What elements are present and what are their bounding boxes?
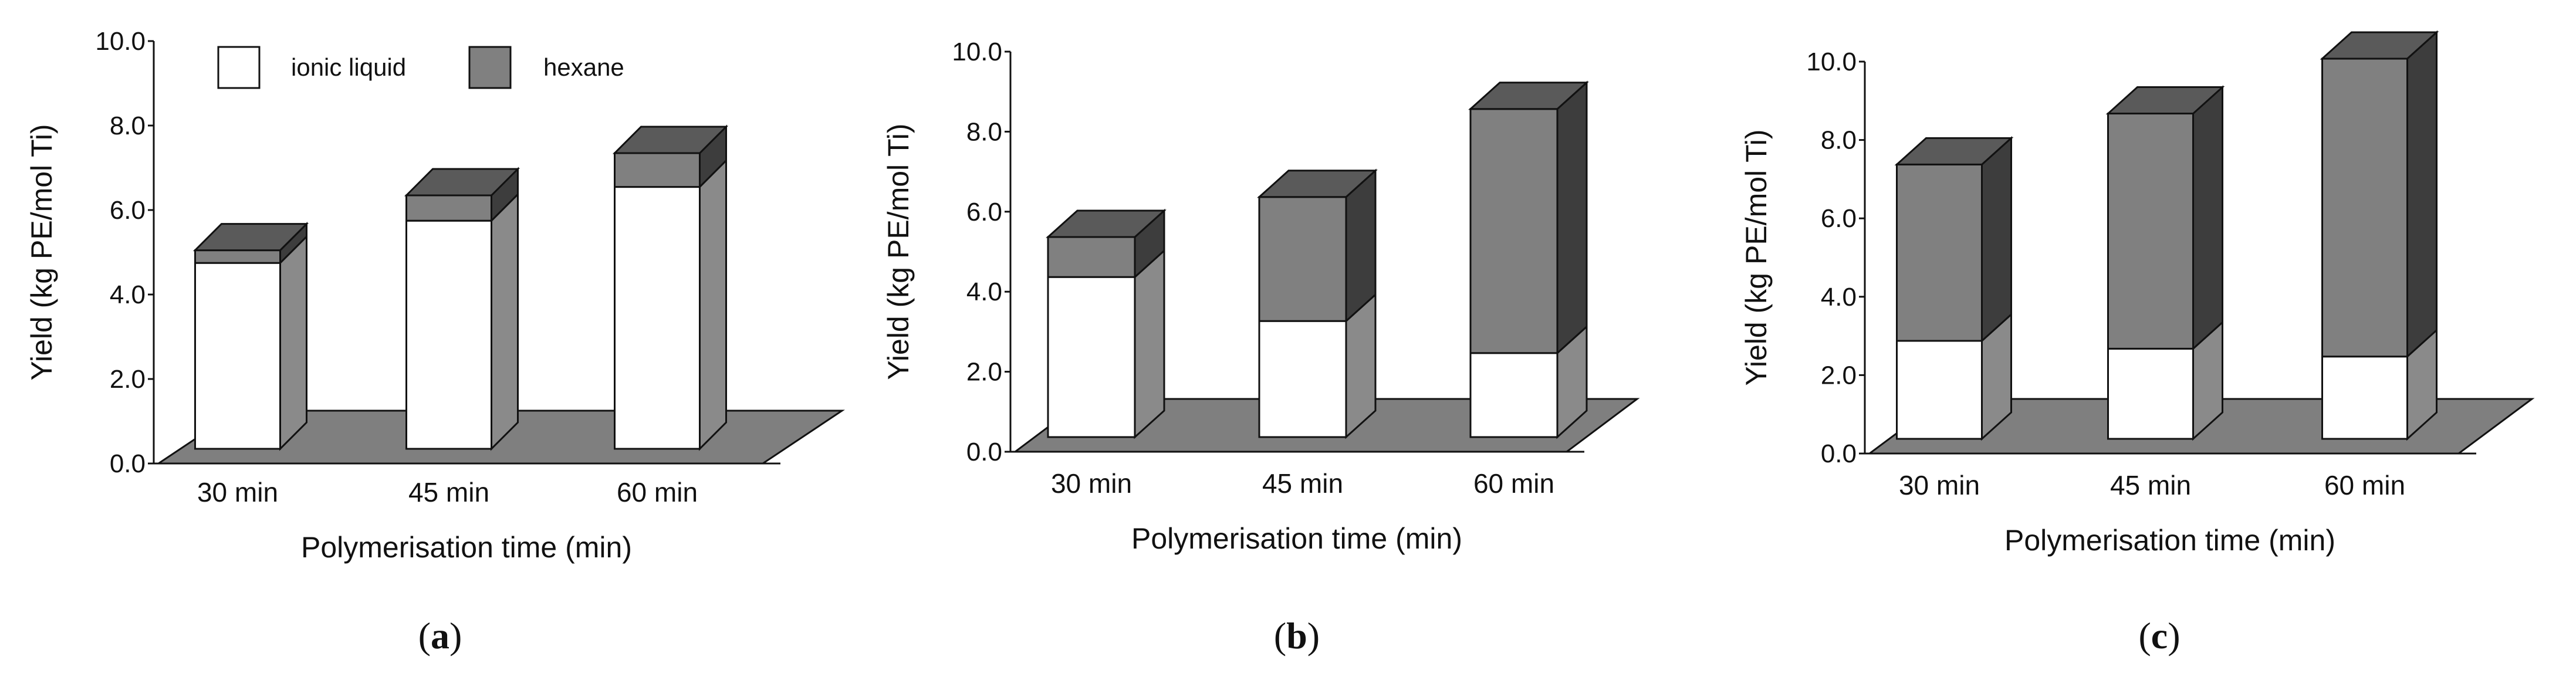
panel-a-bar-ionic-liquid-side <box>491 192 519 451</box>
panel-c-y-ticks: 0.0 2.0 4.0 6.0 8.0 10.0 <box>1806 48 1865 468</box>
panel-a-bar-ionic-liquid <box>405 219 492 450</box>
panel-a-ytick: 10.0 <box>95 27 146 56</box>
panel-c-bar-hexane <box>2321 57 2408 358</box>
panel-b-bar-ionic-liquid <box>1258 320 1347 438</box>
panel-b-bar-hexane <box>1047 236 1136 278</box>
panel-a-label: (a) <box>418 615 462 656</box>
legend-label-ionic-liquid: ionic liquid <box>291 53 406 81</box>
panel-a-y-ticks: 0.0 2.0 4.0 6.0 8.0 10.0 <box>95 27 154 478</box>
panel-b-bars <box>1046 80 1589 439</box>
panel-c-label: (c) <box>2138 615 2180 656</box>
panel-c-bar-top <box>2105 86 2225 115</box>
panel-a-bar-top <box>612 126 729 154</box>
panel-c-x-axis-label: Polymerisation time (min) <box>2004 524 2335 557</box>
panel-c-bar-hexane-side <box>1981 136 2012 343</box>
panel-a-bar-hexane <box>614 152 701 188</box>
panel-a-ytick: 6.0 <box>110 196 146 225</box>
panel-c-ytick: 10.0 <box>1806 48 1857 76</box>
panel-c-ytick: 6.0 <box>1821 204 1857 233</box>
panel-a-bar-top <box>404 168 520 197</box>
panel-a-ytick: 8.0 <box>110 111 146 140</box>
panel-b-label: (b) <box>1274 615 1320 656</box>
panel-c-xtick: 60 min <box>2324 470 2405 500</box>
panel-c-xtick: 30 min <box>1899 470 1980 500</box>
panel-b: 0.0 2.0 4.0 6.0 8.0 10.0 30 min 45 min 6… <box>882 38 1640 656</box>
panel-a-ytick: 0.0 <box>110 449 146 478</box>
panel-b-bar-hexane <box>1258 196 1347 322</box>
panel-b-bar-top <box>1046 209 1167 238</box>
panel-c-bar-hexane-side <box>2192 85 2223 351</box>
panel-c-bar-hexane <box>2107 113 2194 350</box>
panel-b-bar-ionic-liquid <box>1469 352 1559 438</box>
panel-a-bar-hexane <box>405 194 492 222</box>
panel-c-y-axis-label: Yield (kg PE/mol Ti) <box>1740 129 1773 385</box>
panel-a-ytick: 2.0 <box>110 365 146 394</box>
panel-c-bar-ionic-liquid <box>2321 356 2408 440</box>
panel-c-bar-top <box>1894 137 2014 165</box>
panel-b-xtick: 60 min <box>1473 468 1554 499</box>
panel-c-ytick: 0.0 <box>1821 439 1857 468</box>
panel-a-ytick: 4.0 <box>110 280 146 309</box>
panel-c-ytick: 4.0 <box>1821 283 1857 312</box>
panel-c-bars <box>1894 30 2439 441</box>
panel-a-bar-ionic-liquid <box>194 262 281 450</box>
panel-a-bars <box>192 124 729 451</box>
panel-a-y-axis-label: Yield (kg PE/mol Ti) <box>25 124 58 380</box>
legend-swatch-hexane <box>468 46 512 89</box>
legend: ionic liquid hexane <box>217 46 624 89</box>
panel-b-bar-hexane <box>1469 108 1559 354</box>
panel-b-bar-top <box>1257 170 1378 198</box>
panel-c-x-ticks: 30 min 45 min 60 min <box>1899 470 2405 500</box>
panel-a-xtick: 30 min <box>197 477 278 507</box>
panel-b-bar-ionic-liquid-side <box>1134 248 1165 439</box>
panel-c-xtick: 45 min <box>2110 470 2191 500</box>
panel-a-bar-ionic-liquid-side <box>699 158 727 451</box>
panel-a: 0.0 2.0 4.0 6.0 8.0 10.0 30 min 45 min 6… <box>25 27 845 656</box>
panel-b-bar-ionic-liquid <box>1047 276 1136 438</box>
panel-b-xtick: 45 min <box>1262 468 1343 499</box>
panel-b-ytick: 2.0 <box>966 358 1002 387</box>
panel-c-bar-top <box>2320 31 2439 60</box>
panel-b-y-axis-label: Yield (kg PE/mol Ti) <box>882 123 915 380</box>
panel-c-ytick: 8.0 <box>1821 126 1857 155</box>
panel-a-xtick: 60 min <box>617 477 698 507</box>
panel-b-x-axis-label: Polymerisation time (min) <box>1131 522 1462 555</box>
panel-b-bar-top <box>1468 82 1589 110</box>
panel-a-bar-ionic-liquid-side <box>279 234 307 451</box>
panel-b-xtick: 30 min <box>1051 468 1132 499</box>
panel-c-bar-ionic-liquid <box>2107 347 2194 440</box>
legend-label-hexane: hexane <box>543 53 624 81</box>
panel-b-ytick: 8.0 <box>966 117 1002 146</box>
panel-c-bar-hexane <box>1896 163 1983 342</box>
panel-b-bar-hexane-side <box>1556 80 1588 356</box>
panel-a-bar-hexane <box>194 249 281 264</box>
panel-b-x-ticks: 30 min 45 min 60 min <box>1051 468 1554 499</box>
legend-swatch-ionic-liquid <box>217 46 261 89</box>
panel-c: 0.0 2.0 4.0 6.0 8.0 10.0 30 min 45 min 6… <box>1740 30 2535 656</box>
panel-b-ytick: 10.0 <box>952 38 1002 66</box>
panel-b-ytick: 0.0 <box>966 438 1002 466</box>
panel-c-bar-hexane-side <box>2406 30 2438 359</box>
panel-a-x-ticks: 30 min 45 min 60 min <box>197 477 698 507</box>
panel-a-x-axis-label: Polymerisation time (min) <box>301 531 632 564</box>
panel-a-bar-ionic-liquid <box>614 186 701 450</box>
panel-a-bar-top <box>192 223 309 252</box>
panel-b-y-ticks: 0.0 2.0 4.0 6.0 8.0 10.0 <box>952 38 1010 466</box>
panel-b-ytick: 6.0 <box>966 198 1002 226</box>
panel-c-ytick: 2.0 <box>1821 361 1857 390</box>
panel-c-bar-ionic-liquid <box>1896 340 1983 440</box>
panel-a-xtick: 45 min <box>408 477 489 507</box>
panel-b-ytick: 4.0 <box>966 277 1002 306</box>
